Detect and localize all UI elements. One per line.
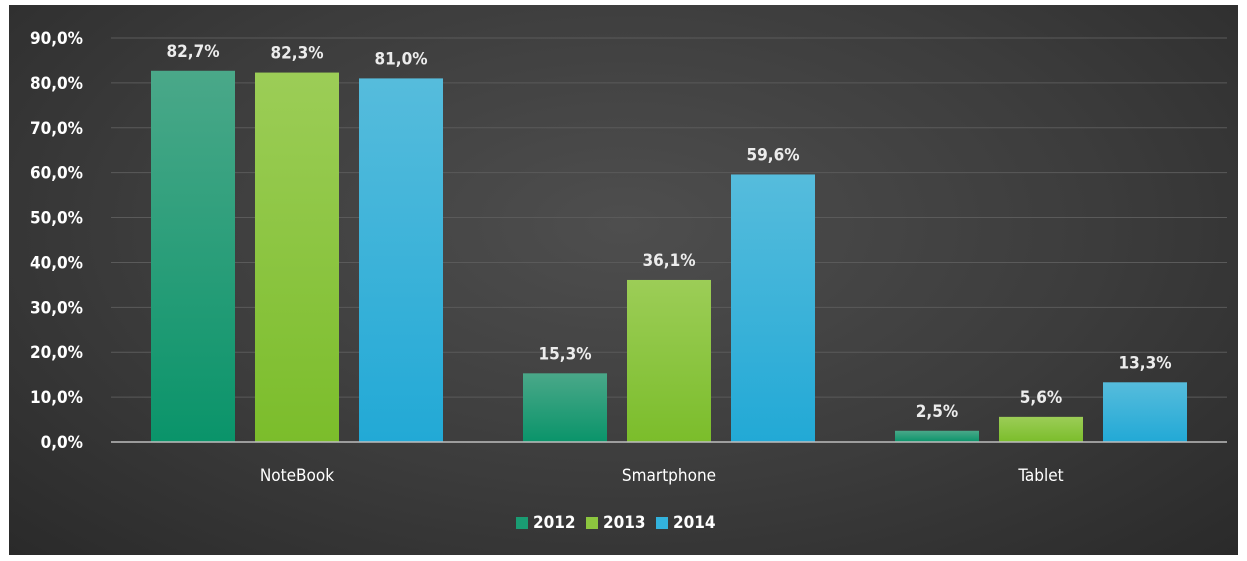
bars xyxy=(151,70,1187,443)
data-label: 15,3% xyxy=(538,344,591,364)
bar-2013-smartphone xyxy=(627,279,711,442)
chart-area: 0,0% 10,0% 20,0% 30,0% 40,0% 50,0% 60,0% 70,0% 8… xyxy=(9,5,1238,555)
legend-swatch xyxy=(656,517,668,529)
y-tick-label: 50,0% xyxy=(30,209,83,229)
bar-2014-smartphone xyxy=(731,174,815,442)
bar-2012-tablet xyxy=(895,430,979,442)
y-tick-label: 10,0% xyxy=(30,388,83,408)
y-tick-label: 70,0% xyxy=(30,119,83,139)
legend-swatch xyxy=(516,517,528,529)
y-tick-label: 60,0% xyxy=(30,164,83,184)
bar-2012-smartphone xyxy=(523,373,607,442)
y-tick-label: 90,0% xyxy=(30,29,83,49)
data-labels: 82,7% 82,3% 81,0% 15,3% 36,1% 59,6% 2,5% 5,6% 13… xyxy=(166,42,1171,422)
bar-2014-notebook xyxy=(359,78,443,443)
data-label: 5,6% xyxy=(1020,388,1062,408)
legend-swatch xyxy=(586,517,598,529)
bar-2012-notebook xyxy=(151,70,235,442)
bar-2014-tablet xyxy=(1103,382,1187,442)
bar-2013-tablet xyxy=(999,416,1083,442)
data-label: 82,7% xyxy=(166,42,219,62)
category-labels: NoteBook Smartphone Tablet xyxy=(260,466,1064,486)
y-tick-label: 40,0% xyxy=(30,253,83,273)
y-tick-label: 80,0% xyxy=(30,74,83,94)
data-label: 36,1% xyxy=(642,251,695,271)
y-axis-ticks: 0,0% 10,0% 20,0% 30,0% 40,0% 50,0% 60,0% 70,0% 8… xyxy=(30,29,83,453)
legend-label: 2013 xyxy=(603,513,646,533)
data-label: 82,3% xyxy=(270,44,323,64)
category-label: Tablet xyxy=(1017,466,1063,486)
y-tick-label: 0,0% xyxy=(41,433,83,453)
bar-chart: 0,0% 10,0% 20,0% 30,0% 40,0% 50,0% 60,0% 70,0% 8… xyxy=(30,29,1227,533)
data-label: 13,3% xyxy=(1118,353,1171,373)
data-label: 59,6% xyxy=(746,145,799,165)
category-label: NoteBook xyxy=(260,466,334,486)
legend: 2012 2013 2014 xyxy=(516,513,716,533)
bar-2013-notebook xyxy=(255,72,339,442)
y-tick-label: 30,0% xyxy=(30,298,83,318)
data-label: 81,0% xyxy=(374,49,427,69)
y-tick-label: 20,0% xyxy=(30,343,83,363)
data-label: 2,5% xyxy=(916,402,958,422)
legend-label: 2012 xyxy=(533,513,576,533)
category-label: Smartphone xyxy=(622,466,716,486)
legend-label: 2014 xyxy=(673,513,716,533)
